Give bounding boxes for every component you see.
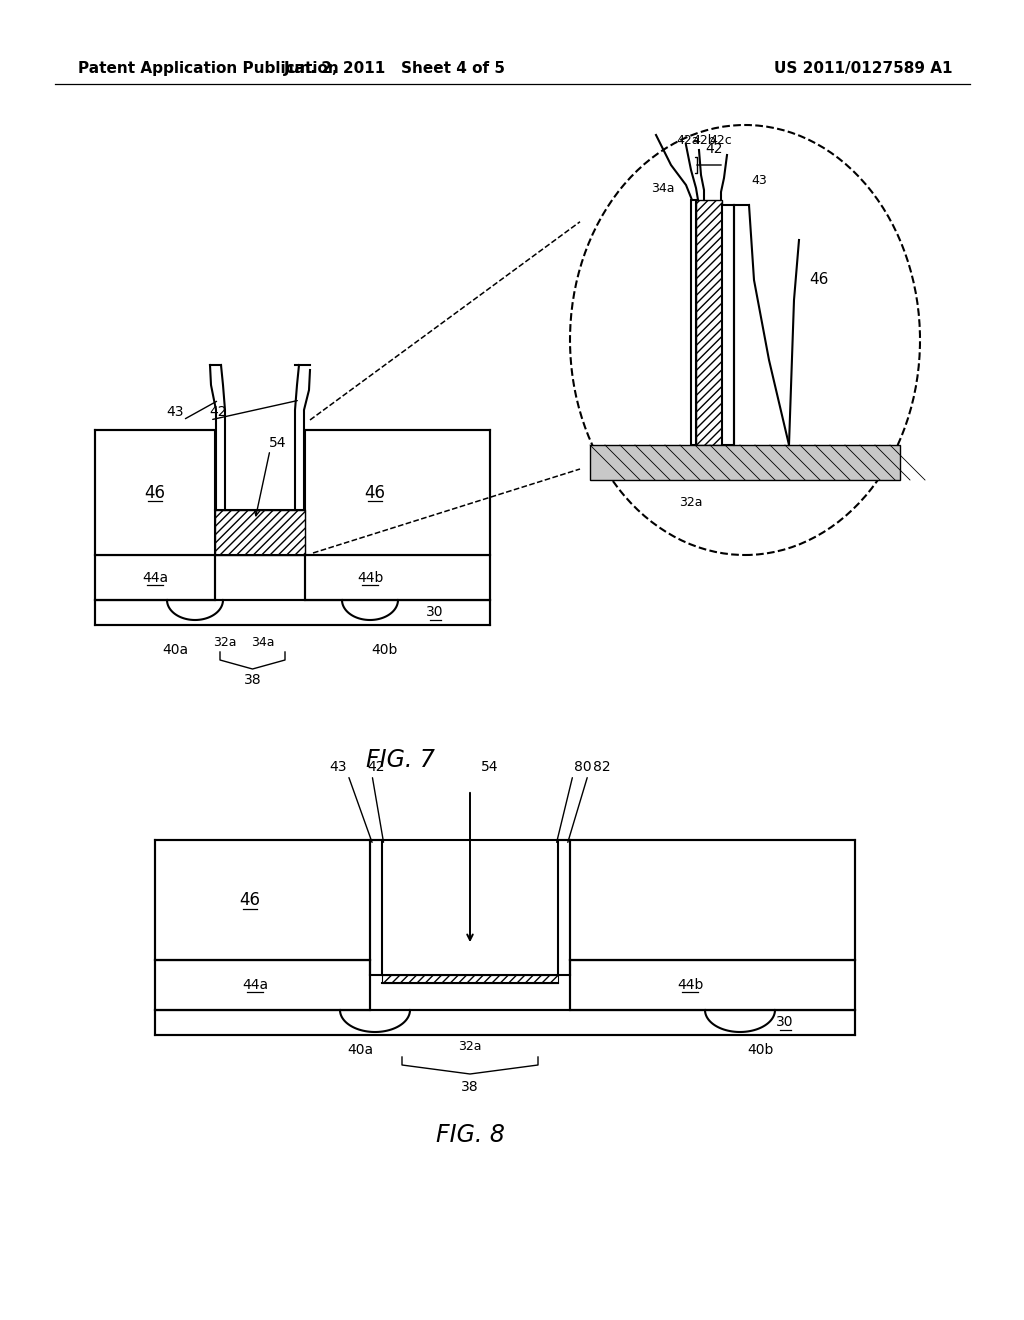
Text: 46: 46: [365, 483, 385, 502]
Text: 38: 38: [244, 673, 261, 686]
Text: FIG. 8: FIG. 8: [435, 1123, 505, 1147]
Text: 44a: 44a: [242, 978, 268, 993]
Bar: [570, 960, 855, 1010]
Bar: [722, 205, 734, 445]
Text: 42: 42: [209, 405, 226, 418]
Text: 43: 43: [752, 173, 767, 186]
Text: 34a: 34a: [651, 181, 675, 194]
Text: 40a: 40a: [347, 1043, 373, 1057]
Text: 46: 46: [809, 272, 828, 288]
Text: 46: 46: [240, 891, 260, 909]
Bar: [95, 430, 215, 554]
Ellipse shape: [570, 125, 920, 554]
Text: 42b: 42b: [692, 133, 716, 147]
Text: Jun. 2, 2011   Sheet 4 of 5: Jun. 2, 2011 Sheet 4 of 5: [284, 61, 506, 75]
Text: 82: 82: [593, 760, 610, 774]
Bar: [382, 975, 558, 983]
Text: 80: 80: [574, 760, 592, 774]
Bar: [570, 840, 855, 960]
Bar: [215, 510, 305, 554]
Text: 30: 30: [776, 1015, 794, 1030]
Bar: [590, 445, 900, 480]
Bar: [305, 430, 490, 554]
Bar: [95, 601, 490, 624]
Text: 34a: 34a: [251, 635, 274, 648]
Text: 40b: 40b: [746, 1043, 773, 1057]
Text: 32a: 32a: [459, 1040, 481, 1053]
Text: 42: 42: [706, 143, 723, 156]
Bar: [691, 201, 696, 445]
Text: US 2011/0127589 A1: US 2011/0127589 A1: [773, 61, 952, 75]
Bar: [696, 201, 722, 445]
Bar: [305, 554, 490, 601]
Text: FIG. 7: FIG. 7: [366, 748, 434, 772]
Text: Patent Application Publication: Patent Application Publication: [78, 61, 339, 75]
Text: 32a: 32a: [213, 635, 237, 648]
Text: 32a: 32a: [679, 495, 702, 508]
Text: 43: 43: [330, 760, 347, 774]
Text: 42: 42: [368, 760, 385, 774]
Text: 54: 54: [269, 436, 287, 450]
Text: 38: 38: [461, 1080, 479, 1094]
Text: 43: 43: [166, 405, 183, 418]
Text: 42a: 42a: [676, 133, 699, 147]
Text: 54: 54: [481, 760, 499, 774]
Bar: [155, 960, 370, 1010]
Text: 44a: 44a: [142, 570, 168, 585]
Bar: [155, 840, 370, 960]
Text: 44b: 44b: [356, 570, 383, 585]
Text: 40a: 40a: [162, 643, 188, 657]
Bar: [155, 1010, 855, 1035]
Text: 30: 30: [426, 606, 443, 619]
Text: 46: 46: [144, 483, 166, 502]
Text: 40b: 40b: [372, 643, 398, 657]
Bar: [95, 554, 215, 601]
Text: 44b: 44b: [677, 978, 703, 993]
Text: 42c: 42c: [710, 133, 732, 147]
